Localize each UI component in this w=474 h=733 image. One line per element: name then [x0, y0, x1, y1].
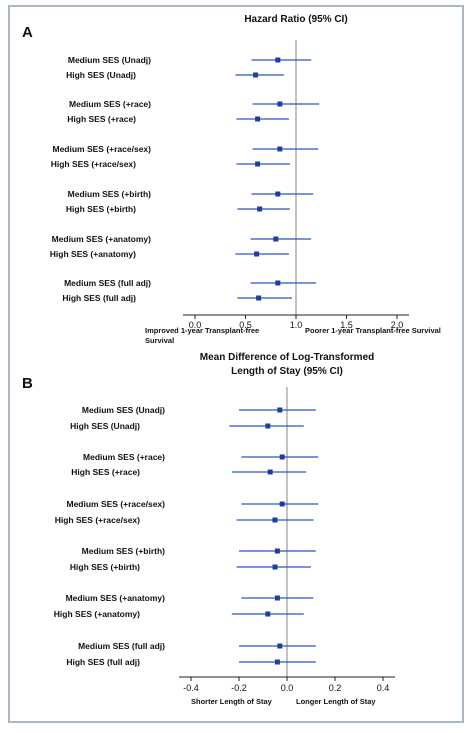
- chart-title: Length of Stay (95% CI): [231, 366, 343, 377]
- row-label: Medium SES (full adj): [64, 278, 151, 288]
- point-estimate: [277, 643, 283, 649]
- point-estimate: [273, 236, 279, 242]
- direction-label-right: Poorer 1-year Transplant-free Survival: [305, 326, 441, 335]
- row-label: High SES (Unadj): [66, 70, 136, 80]
- point-estimate: [267, 469, 273, 475]
- row-label: Medium SES (+race): [83, 452, 165, 462]
- x-tick-label: 0.0: [281, 683, 294, 693]
- point-estimate: [272, 564, 278, 570]
- point-estimate: [277, 101, 283, 107]
- x-tick-label: 0.2: [329, 683, 342, 693]
- row-label: Medium SES (+birth): [68, 189, 152, 199]
- point-estimate: [253, 72, 259, 78]
- row-label: High SES (Unadj): [70, 421, 140, 431]
- row-label: High SES (full adj): [66, 657, 140, 667]
- chart-title: Mean Difference of Log-Transformed: [200, 352, 374, 363]
- row-label: High SES (+anatomy): [54, 609, 140, 619]
- panel-letter-A: A: [22, 24, 33, 41]
- point-estimate: [255, 116, 261, 122]
- row-label: Medium SES (+race): [69, 99, 151, 109]
- point-estimate: [257, 206, 263, 212]
- x-tick-label: 1.0: [290, 320, 303, 330]
- point-estimate: [265, 611, 271, 617]
- point-estimate: [274, 659, 280, 665]
- point-estimate: [274, 595, 280, 601]
- x-tick-label: 0.5: [239, 320, 252, 330]
- row-label: Medium SES (+race/sex): [52, 144, 151, 154]
- row-label: Medium SES (Unadj): [68, 55, 151, 65]
- row-label: High SES (+race/sex): [51, 159, 136, 169]
- point-estimate: [275, 191, 281, 197]
- point-estimate: [256, 295, 262, 301]
- point-estimate: [272, 517, 278, 523]
- row-label: High SES (+race): [71, 467, 140, 477]
- row-label: High SES (+birth): [70, 562, 140, 572]
- point-estimate: [277, 146, 283, 152]
- row-label: High SES (+birth): [66, 204, 136, 214]
- row-label: Medium SES (+birth): [82, 546, 166, 556]
- point-estimate: [275, 280, 281, 286]
- row-label: Medium SES (+race/sex): [66, 499, 165, 509]
- figure-frame: [8, 5, 464, 723]
- point-estimate: [279, 454, 285, 460]
- point-estimate: [255, 161, 261, 167]
- chart-title: Hazard Ratio (95% CI): [244, 14, 347, 25]
- row-label: Medium SES (+anatomy): [66, 593, 166, 603]
- x-tick-label: -0.4: [183, 683, 199, 693]
- direction-label-left: Improved 1-year Transplant-free: [145, 326, 259, 335]
- x-tick-label: 2.0: [391, 320, 404, 330]
- x-tick-label: -0.2: [231, 683, 247, 693]
- row-label: High SES (full adj): [62, 293, 136, 303]
- x-tick-label: 1.5: [340, 320, 353, 330]
- point-estimate: [279, 501, 285, 507]
- x-tick-label: 0.0: [189, 320, 202, 330]
- point-estimate: [254, 251, 260, 257]
- row-label: Medium SES (full adj): [78, 641, 165, 651]
- point-estimate: [277, 407, 283, 413]
- direction-label-left: Shorter Length of Stay: [191, 697, 273, 706]
- point-estimate: [265, 423, 271, 429]
- row-label: High SES (+race): [67, 114, 136, 124]
- row-label: High SES (+anatomy): [50, 249, 136, 259]
- row-label: Medium SES (+anatomy): [52, 234, 152, 244]
- x-tick-label: 0.4: [377, 683, 390, 693]
- panel-letter-B: B: [22, 375, 33, 392]
- row-label: High SES (+race/sex): [55, 515, 140, 525]
- point-estimate: [275, 57, 281, 63]
- row-label: Medium SES (Unadj): [82, 405, 165, 415]
- direction-label-right: Longer Length of Stay: [296, 697, 376, 706]
- direction-label-left: Survival: [145, 336, 174, 345]
- point-estimate: [274, 548, 280, 554]
